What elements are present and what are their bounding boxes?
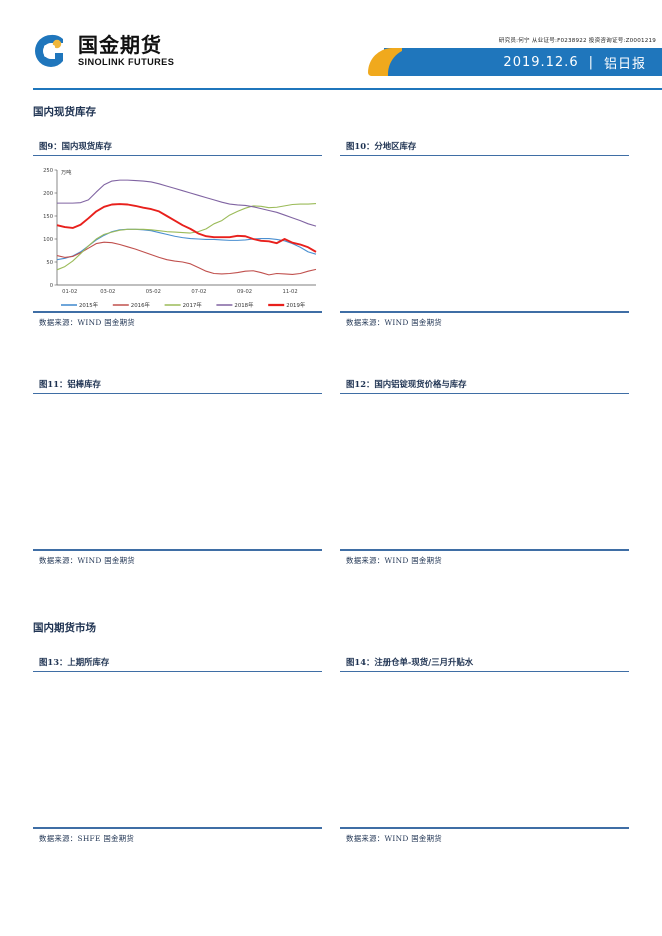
chart-rule-bottom-fig14 — [340, 827, 629, 829]
svg-text:2019年: 2019年 — [286, 301, 306, 309]
chart-rule-bottom-fig12 — [340, 549, 629, 551]
title-separator: | — [588, 54, 594, 70]
svg-text:2018年: 2018年 — [234, 301, 254, 309]
chart-plot-fig9: 0 50 100 150 200 250 万吨 01-02 03-02 05-02 07-02 09-… — [33, 156, 322, 311]
chart-rule-top-fig13 — [33, 671, 322, 673]
chart-title-fig12: 图12：国内铝锭现货价格与库存 — [346, 379, 467, 389]
section-spot-inventory: 国内现货库存 — [33, 104, 629, 119]
svg-text:0: 0 — [50, 283, 53, 289]
chart-source-fig10: 数据来源：WIND 国金期货 — [346, 317, 442, 327]
svg-text:2015年: 2015年 — [79, 301, 99, 309]
chart-row-2: 图11：铝棒库存 数据来源：WIND 国金期货 图12：国内铝锭现货价格与库存 … — [33, 378, 629, 566]
svg-text:05-02: 05-02 — [146, 289, 161, 295]
brand-logo: 国金期货 SINOLINK FUTURES — [33, 33, 174, 69]
chart-rule-top-fig14 — [340, 671, 629, 673]
section-title-futures: 国内期货市场 — [33, 622, 96, 634]
chart-rule-bottom-fig10 — [340, 311, 629, 313]
svg-text:2017年: 2017年 — [183, 301, 203, 309]
chart-source-fig11: 数据来源：WIND 国金期货 — [39, 555, 135, 565]
svg-text:150: 150 — [43, 214, 53, 220]
chart-card-fig12: 图12：国内铝锭现货价格与库存 数据来源：WIND 国金期货 — [340, 378, 629, 566]
logo-company-en: SINOLINK FUTURES — [78, 56, 175, 67]
chart-plot-fig11 — [33, 394, 322, 549]
svg-text:07-02: 07-02 — [191, 289, 206, 295]
chart-row-3: 图13：上期所库存 数据来源：SHFE 国金期货 图14：注册仓单-现货/三月升… — [33, 656, 629, 844]
chart-title-fig10: 图10：分地区库存 — [346, 141, 417, 151]
svg-text:09-02: 09-02 — [237, 289, 252, 295]
page-header: 国金期货 SINOLINK FUTURES 研究员:何宁 从业证号:F02389… — [0, 0, 662, 92]
header-right-block: 研究员:何宁 从业证号:F0238922 投资咨询证号:Z0001219 201… — [368, 36, 662, 76]
svg-text:01-02: 01-02 — [62, 289, 77, 295]
svg-text:03-02: 03-02 — [100, 289, 115, 295]
chart-rule-top-fig11 — [33, 393, 322, 395]
chart-rule-top-fig12 — [340, 393, 629, 395]
chart-card-fig11: 图11：铝棒库存 数据来源：WIND 国金期货 — [33, 378, 322, 566]
chart-title-fig9: 图9：国内现货库存 — [39, 141, 112, 151]
chart-plot-fig12 — [340, 394, 629, 549]
svg-text:50: 50 — [46, 260, 53, 266]
report-date: 2019.12.6 — [503, 54, 579, 70]
chart-title-fig14: 图14：注册仓单-现货/三月升贴水 — [346, 657, 474, 667]
svg-text:100: 100 — [43, 237, 53, 243]
chart-card-fig13: 图13：上期所库存 数据来源：SHFE 国金期货 — [33, 656, 322, 844]
chart-title-fig13: 图13：上期所库存 — [39, 657, 110, 667]
report-type: 铝日报 — [603, 56, 646, 72]
chart-rule-bottom-fig13 — [33, 827, 322, 829]
section-title-spot: 国内现货库存 — [33, 106, 96, 118]
svg-text:万吨: 万吨 — [61, 168, 71, 176]
chart-plot-fig10 — [340, 156, 629, 311]
sinolink-logo-icon — [33, 33, 69, 69]
chart-source-fig14: 数据来源：WIND 国金期货 — [346, 833, 442, 843]
report-title-bar: 2019.12.6 | 铝日报 — [368, 48, 662, 76]
svg-text:11-02: 11-02 — [283, 289, 298, 295]
svg-text:250: 250 — [43, 168, 53, 174]
header-divider — [33, 88, 662, 90]
chart-rule-bottom-fig9 — [33, 311, 322, 313]
chart-card-fig14: 图14：注册仓单-现货/三月升贴水 数据来源：WIND 国金期货 — [340, 656, 629, 844]
analyst-credentials: 研究员:何宁 从业证号:F0238922 投资咨询证号:Z0001219 — [498, 38, 656, 44]
chart-source-fig13: 数据来源：SHFE 国金期货 — [39, 833, 135, 843]
chart-rule-bottom-fig11 — [33, 549, 322, 551]
logo-company-cn: 国金期货 — [78, 32, 162, 57]
chart-plot-fig14 — [340, 672, 629, 827]
chart-row-1: 图9：国内现货库存 0 50 100 150 200 250 万吨 01-02 03-02 05-… — [33, 140, 629, 328]
chart-source-fig12: 数据来源：WIND 国金期货 — [346, 555, 442, 565]
chart-source-fig9: 数据来源：WIND 国金期货 — [39, 317, 135, 327]
chart-rule-top-fig9 — [33, 155, 322, 157]
chart-plot-fig13 — [33, 672, 322, 827]
svg-text:200: 200 — [43, 191, 53, 197]
chart-card-fig10: 图10：分地区库存 数据来源：WIND 国金期货 — [340, 140, 629, 328]
section-futures-market: 国内期货市场 — [33, 620, 629, 635]
chart-title-fig11: 图11：铝棒库存 — [39, 379, 101, 389]
svg-text:2016年: 2016年 — [131, 301, 151, 309]
chart-card-fig9: 图9：国内现货库存 0 50 100 150 200 250 万吨 01-02 03-02 05-… — [33, 140, 322, 328]
chart-rule-top-fig10 — [340, 155, 629, 157]
